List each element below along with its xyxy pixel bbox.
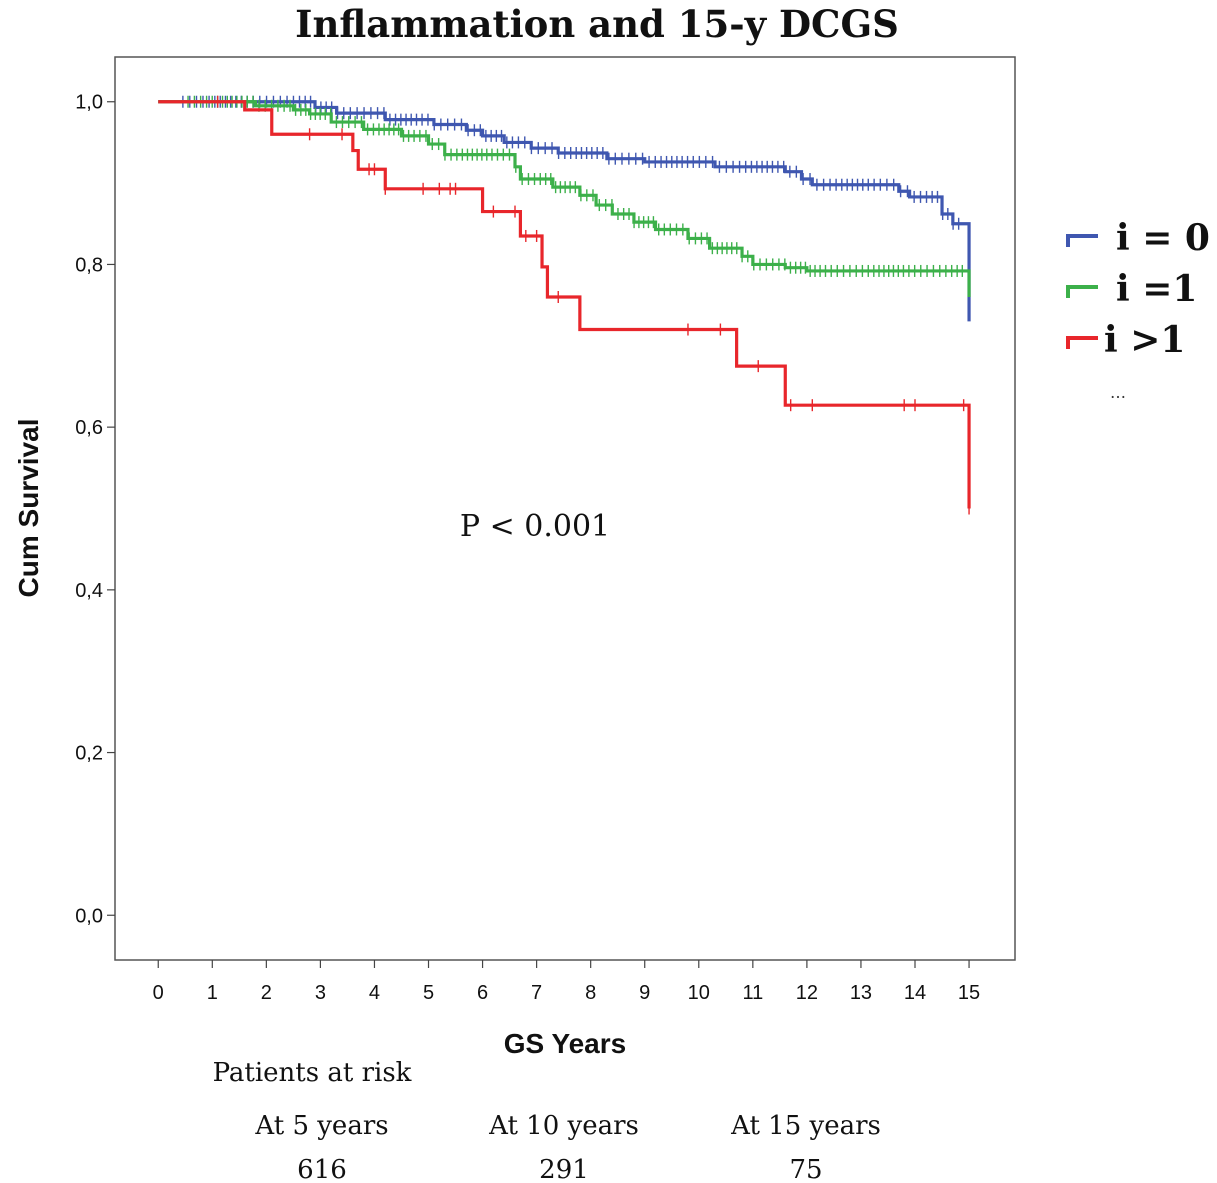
x-tick-label: 7: [531, 982, 542, 1004]
series-1: [158, 95, 971, 322]
series-layer: [158, 95, 971, 515]
legend-ellipsis: …: [1110, 383, 1126, 402]
x-tick-label: 11: [742, 982, 763, 1004]
x-tick-label: 10: [688, 982, 710, 1004]
x-tick-label: 9: [639, 982, 650, 1004]
x-tick-label: 12: [796, 982, 818, 1004]
y-axis-title: Cum Survival: [13, 419, 44, 598]
legend-swatch: [1066, 336, 1098, 349]
survival-curve: [158, 100, 971, 322]
y-tick-label: 0,8: [75, 254, 103, 276]
legend-item-i0: i = 0: [1066, 217, 1210, 259]
y-tick-label: 0,2: [75, 743, 103, 765]
chart-title: Inflammation and 15-y DCGS: [295, 2, 899, 46]
risk-table: Patients at risk At 5 years At 10 years …: [213, 1058, 881, 1183]
x-tick-label: 13: [850, 982, 872, 1004]
x-tick-label: 1: [207, 982, 218, 1004]
y-tick-label: 0,6: [75, 417, 103, 439]
risk-col-15y-value: 75: [789, 1155, 822, 1183]
y-tick-label: 1,0: [75, 92, 103, 114]
x-tick-label: 6: [477, 982, 488, 1004]
legend-item-i1: i =1: [1066, 268, 1197, 310]
risk-col-10y-label: At 10 years: [488, 1111, 639, 1141]
risk-col-15y-label: At 15 years: [730, 1111, 881, 1141]
risk-col-10y-value: 291: [539, 1155, 589, 1183]
series-2: [158, 95, 971, 297]
risk-col-5y-value: 616: [297, 1155, 347, 1183]
legend-label: i = 0: [1116, 217, 1210, 259]
x-tick-label: 0: [153, 982, 164, 1004]
legend-item-igt1: i >1: [1066, 319, 1185, 361]
p-value-annotation: P < 0.001: [460, 509, 610, 544]
plot-frame: [114, 56, 1016, 961]
risk-col-5y-label: At 5 years: [254, 1111, 388, 1141]
legend: i = 0 i =1 i >1: [1066, 217, 1210, 361]
legend-label: i >1: [1104, 319, 1185, 361]
legend-swatch: [1066, 285, 1098, 298]
risk-table-title: Patients at risk: [213, 1058, 412, 1088]
x-tick-label: 5: [423, 982, 434, 1004]
x-tick-label: 2: [261, 982, 272, 1004]
x-tick-label: 14: [904, 982, 926, 1004]
legend-swatch: [1066, 234, 1098, 247]
x-axis-title: GS Years: [504, 1028, 626, 1059]
y-tick-label: 0,0: [75, 905, 103, 927]
survival-curve: [158, 100, 971, 509]
x-tick-label: 4: [369, 982, 380, 1004]
x-tick-label: 3: [315, 982, 326, 1004]
y-tick-label: 0,4: [75, 580, 103, 602]
x-tick-label: 15: [958, 982, 980, 1004]
x-axis: 0 1 2 3 4 5 6 7 8 9 10 11 12 13 14 15: [153, 960, 980, 1004]
legend-label: i =1: [1116, 268, 1197, 310]
x-tick-label: 8: [585, 982, 596, 1004]
y-axis: 0,0 0,2 0,4 0,6 0,8 1,0: [75, 92, 115, 927]
series-3: [158, 95, 971, 515]
